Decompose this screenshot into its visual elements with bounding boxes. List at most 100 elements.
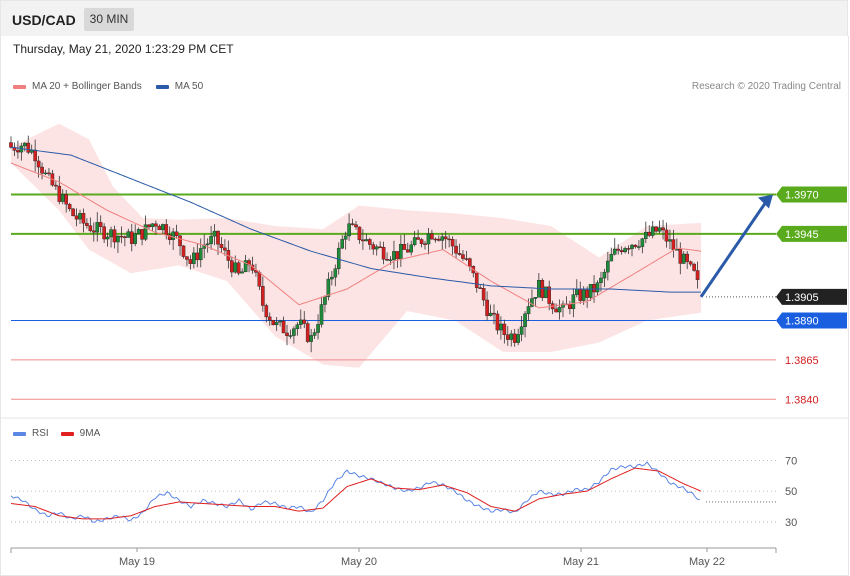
- candle-down: [302, 319, 307, 324]
- symbol-label: USD/CAD: [12, 12, 76, 28]
- candle-up: [136, 229, 141, 235]
- rsi-swatch: [13, 431, 26, 436]
- candle-down: [354, 224, 358, 228]
- candle-up: [95, 222, 100, 233]
- candle-up: [637, 246, 641, 248]
- candle-down: [154, 223, 158, 227]
- candle-down: [164, 224, 169, 236]
- rsi-tick-label: 70: [785, 455, 797, 467]
- candle-up: [292, 328, 296, 336]
- candle-down: [350, 223, 355, 225]
- candle-up: [519, 326, 524, 335]
- candle-up: [198, 248, 203, 261]
- candle-down: [264, 305, 269, 318]
- candle-up: [309, 335, 313, 342]
- candle-up: [240, 271, 244, 274]
- candle-down: [512, 333, 517, 343]
- rsi-ma-swatch: [60, 431, 74, 436]
- candle-up: [523, 313, 527, 327]
- rsi-tick-label: 30: [785, 517, 797, 529]
- candle-up: [571, 294, 576, 309]
- candle-up: [212, 230, 217, 237]
- candle-up: [561, 303, 565, 308]
- candle-up: [640, 238, 645, 247]
- candle-down: [419, 239, 424, 244]
- rsi-line: [10, 461, 700, 523]
- candle-down: [685, 253, 689, 262]
- candle-down: [671, 239, 676, 250]
- candle-down: [592, 284, 596, 293]
- candle-down: [174, 231, 179, 237]
- ma50-line: [10, 146, 701, 293]
- datetime-label: Thursday, May 21, 2020 1:23:29 PM CET: [13, 42, 234, 56]
- candle-down: [267, 316, 272, 321]
- candle-up: [316, 324, 320, 333]
- candle-down: [568, 304, 572, 309]
- candle-down: [26, 142, 31, 153]
- timeframe-button[interactable]: 30 MIN: [84, 8, 134, 31]
- candle-up: [192, 252, 196, 264]
- support-label: 1.3840: [785, 394, 819, 406]
- candle-down: [495, 313, 500, 331]
- rsi-legend: RSI 9MA: [13, 428, 100, 439]
- candle-down: [378, 246, 382, 248]
- candle-up: [60, 194, 65, 202]
- candle-up: [526, 306, 531, 315]
- candle-down: [157, 225, 162, 231]
- ma20-swatch: [13, 84, 26, 89]
- candle-up: [602, 271, 607, 279]
- candle-up: [588, 284, 593, 298]
- candle-up: [209, 235, 213, 244]
- candle-down: [371, 244, 376, 250]
- candle-down: [74, 215, 79, 220]
- candle-down: [195, 252, 200, 261]
- candle-up: [609, 254, 614, 262]
- candle-down: [167, 234, 172, 240]
- candle-up: [23, 142, 27, 147]
- candle-up: [160, 224, 165, 231]
- candle-down: [464, 258, 469, 260]
- candle-up: [412, 237, 417, 246]
- candle-down: [185, 256, 189, 260]
- candle-up: [581, 289, 586, 301]
- candle-up: [388, 259, 393, 261]
- legend-ma50-label: MA 50: [174, 81, 204, 92]
- candle-down: [16, 150, 20, 153]
- candle-down: [57, 185, 62, 202]
- candle-up: [543, 286, 548, 298]
- x-tick-label: May 22: [689, 556, 725, 568]
- candle-down: [261, 286, 265, 306]
- candle-up: [623, 248, 627, 253]
- rsi-ma-line: [10, 467, 702, 520]
- candle-up: [171, 231, 175, 240]
- candle-down: [481, 288, 486, 301]
- candle-down: [223, 247, 227, 251]
- candle-up: [333, 268, 338, 278]
- candle-down: [102, 226, 106, 240]
- credit-label: Research © 2020 Trading Central: [691, 81, 841, 92]
- candle-down: [85, 222, 89, 226]
- candle-down: [506, 334, 510, 340]
- candle-down: [633, 244, 638, 247]
- candle-down: [492, 312, 496, 315]
- candle-up: [116, 235, 120, 243]
- candle-up: [595, 282, 600, 293]
- candle-down: [385, 259, 389, 261]
- candle-down: [616, 248, 620, 251]
- candle-up: [630, 244, 634, 249]
- candle-down: [688, 261, 693, 265]
- candle-down: [9, 142, 13, 148]
- candle-up: [288, 335, 293, 337]
- candle-down: [554, 308, 558, 313]
- candle-down: [361, 239, 365, 242]
- candle-down: [430, 233, 434, 240]
- candle-down: [257, 272, 262, 287]
- candle-down: [305, 323, 310, 342]
- candle-down: [547, 286, 551, 304]
- ma50-swatch: [155, 84, 169, 89]
- candle-up: [109, 229, 113, 238]
- candle-down: [478, 287, 483, 289]
- candle-up: [133, 233, 138, 244]
- candle-down: [181, 245, 186, 257]
